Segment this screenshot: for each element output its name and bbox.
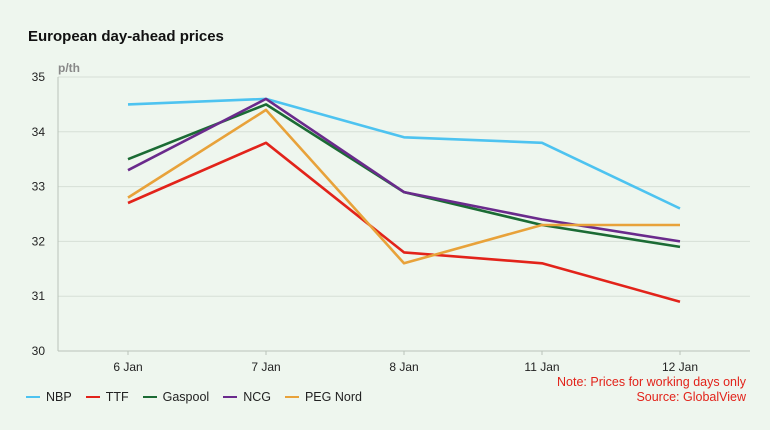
x-tick-label: 7 Jan xyxy=(251,360,280,374)
y-tick-label: 32 xyxy=(32,234,46,248)
note-source: Source: GlobalView xyxy=(636,390,746,404)
chart-title: European day-ahead prices xyxy=(28,28,224,45)
legend-label: PEG Nord xyxy=(304,390,362,404)
y-tick-label: 34 xyxy=(32,125,46,139)
y-tick-labels: 30 31 32 33 34 35 xyxy=(32,70,46,358)
legend-item-gaspool: Gaspool xyxy=(142,390,210,404)
note-working-days: Note: Prices for working days only xyxy=(557,375,746,389)
series-line-peg-nord xyxy=(127,108,680,265)
x-tick-label: 11 Jan xyxy=(524,360,559,374)
x-tick-label: 6 Jan xyxy=(113,360,142,374)
legend-label: NCG xyxy=(243,390,271,404)
chart-note: Note: Prices for working days only Sourc… xyxy=(557,375,746,405)
gridlines xyxy=(57,76,750,352)
x-tick-label: 8 Jan xyxy=(389,360,418,374)
legend-swatch xyxy=(142,396,157,398)
series-line-nbp xyxy=(127,97,681,210)
y-tick-label: 31 xyxy=(32,289,46,303)
y-tick-label: 33 xyxy=(32,180,46,194)
legend: NBP TTF Gaspool NCG PEG Nord xyxy=(26,390,362,404)
legend-item-nbp: NBP xyxy=(26,390,72,404)
legend-item-ttf: TTF xyxy=(85,390,129,404)
x-tick-label: 12 Jan xyxy=(662,360,698,374)
legend-label: TTF xyxy=(105,390,129,404)
legend-swatch xyxy=(223,396,238,398)
legend-label: Gaspool xyxy=(162,390,210,404)
legend-item-ncg: NCG xyxy=(223,390,271,404)
series-line-ttf xyxy=(127,141,681,303)
legend-item-peg-nord: PEG Nord xyxy=(284,390,362,404)
y-tick-label: 30 xyxy=(32,344,46,358)
legend-swatch xyxy=(26,396,40,398)
legend-label: NBP xyxy=(46,390,72,404)
x-tick-labels: 6 Jan 7 Jan 8 Jan 11 Jan 12 Jan xyxy=(113,351,698,374)
y-tick-label: 35 xyxy=(32,70,46,84)
legend-swatch xyxy=(85,396,100,398)
series-line-ncg xyxy=(127,97,681,243)
legend-swatch xyxy=(284,396,299,398)
series-lines xyxy=(127,97,681,303)
y-unit-label: p/th xyxy=(58,61,80,75)
